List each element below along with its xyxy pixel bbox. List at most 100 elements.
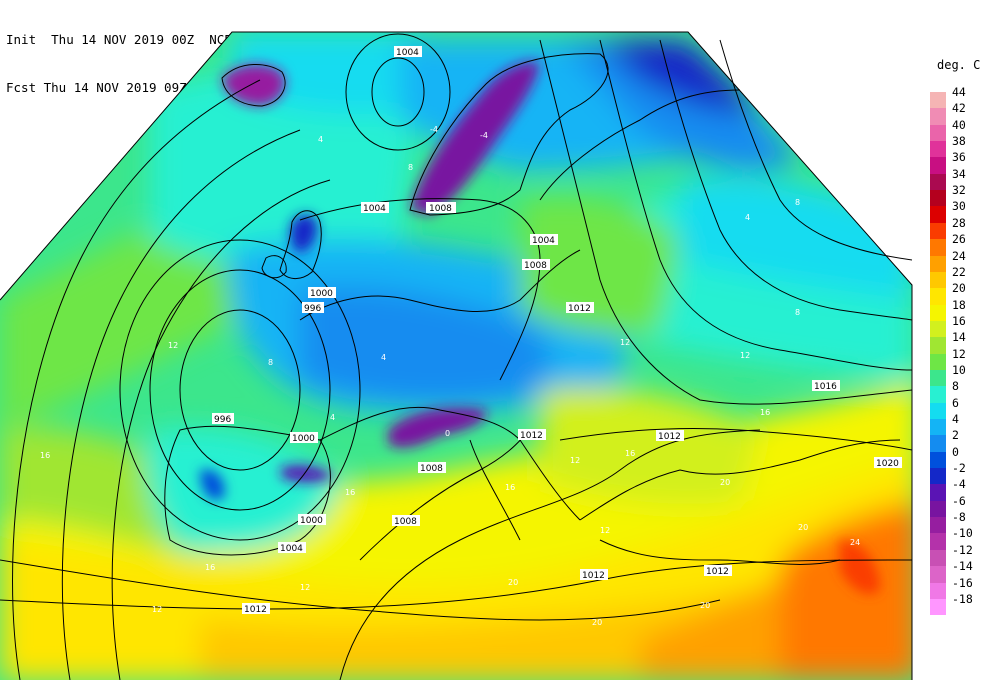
legend-label: -16	[952, 575, 973, 590]
legend-item: -16	[930, 576, 990, 599]
svg-text:1004: 1004	[396, 48, 419, 58]
legend-item: 18	[930, 298, 990, 321]
isobar-label: 1004	[278, 542, 306, 554]
svg-text:1000: 1000	[300, 516, 323, 526]
legend-swatch	[930, 173, 946, 191]
legend-label: 42	[952, 101, 966, 116]
isobar-labels: 1004 1004 1008 1004 1008 1012 1000 996 9…	[212, 46, 902, 615]
legend-label: 2	[952, 428, 959, 443]
isobar-label: 1012	[242, 603, 270, 615]
legend-item: 12	[930, 347, 990, 370]
legend-swatch	[930, 598, 946, 616]
temperature-label: 16	[205, 563, 215, 572]
temperature-label: 24	[850, 538, 860, 547]
isobar-label: 1012	[704, 565, 732, 577]
temperature-label: -4	[430, 125, 438, 134]
svg-text:1008: 1008	[429, 204, 452, 214]
svg-text:1004: 1004	[363, 204, 386, 214]
legend-label: 0	[952, 444, 959, 459]
temperature-label: 8	[408, 163, 413, 172]
temperature-label: 12	[168, 341, 178, 350]
temperature-labels: 4 8 12 16 20 -4 4 8 12 16 -4 0 4 8 12 16…	[40, 125, 860, 627]
svg-text:1012: 1012	[520, 431, 543, 441]
temperature-label: 8	[268, 358, 273, 367]
legend-swatch	[930, 549, 946, 567]
temperature-label: 8	[795, 198, 800, 207]
legend-item: 36	[930, 150, 990, 174]
svg-text:1004: 1004	[532, 236, 555, 246]
svg-text:1012: 1012	[244, 605, 267, 615]
legend-item: 20	[930, 281, 990, 305]
legend-swatch	[930, 337, 946, 354]
legend-item: 0	[930, 445, 990, 469]
legend-label: 44	[952, 85, 966, 99]
temperature-label: 20	[700, 601, 710, 610]
legend-item: 14	[930, 330, 990, 354]
legend-item: -8	[930, 510, 990, 534]
legend-swatch	[930, 386, 946, 403]
legend-swatch	[930, 402, 946, 420]
legend-item: 34	[930, 167, 990, 191]
svg-text:1016: 1016	[814, 382, 837, 392]
temperature-label: 4	[330, 413, 335, 422]
legend-label: 24	[952, 248, 966, 263]
legend-label: -14	[952, 559, 973, 574]
legend-label: 12	[952, 346, 966, 361]
legend-swatch	[930, 141, 946, 158]
legend-swatch	[930, 255, 946, 272]
legend-swatch	[930, 582, 946, 599]
temperature-label: 20	[508, 578, 518, 587]
legend-swatch	[930, 288, 946, 305]
isobar-label: 1012	[656, 430, 684, 442]
svg-text:1020: 1020	[876, 459, 899, 469]
isobar-label: 1004	[530, 234, 558, 246]
legend-label: 32	[952, 183, 966, 198]
temperature-label: 8	[795, 308, 800, 317]
legend-label: -6	[952, 493, 966, 508]
legend-label: 22	[952, 264, 966, 279]
legend-label: -2	[952, 461, 966, 476]
temperature-label: 12	[152, 605, 162, 614]
legend-swatch	[930, 468, 946, 485]
legend-label: -10	[952, 526, 973, 541]
legend-item: -6	[930, 494, 990, 518]
legend-item: 10	[930, 363, 990, 387]
legend-swatch	[930, 419, 946, 436]
svg-text:1008: 1008	[394, 517, 417, 527]
legend-label: 16	[952, 313, 966, 328]
legend-swatch	[930, 320, 946, 338]
legend-swatch	[930, 92, 946, 109]
legend-swatch	[930, 108, 946, 125]
legend-item: -12	[930, 543, 990, 567]
legend-label: 34	[952, 166, 966, 181]
map-boundary	[0, 31, 913, 680]
legend-item: 6	[930, 396, 990, 420]
legend-label: 28	[952, 215, 966, 230]
temperature-label: 20	[720, 478, 730, 487]
temperature-label: 12	[570, 456, 580, 465]
legend-swatch	[930, 353, 946, 370]
svg-text:1004: 1004	[280, 544, 303, 554]
temperature-label: 0	[445, 429, 450, 438]
legend-item: 30	[930, 199, 990, 223]
svg-text:996: 996	[304, 304, 321, 314]
isobar-label: 1008	[392, 515, 420, 527]
legend-label: 36	[952, 150, 966, 165]
isobar-label: 1012	[518, 429, 546, 441]
isobar-label: 996	[302, 302, 324, 314]
legend-label: -8	[952, 510, 966, 525]
isobar-label: 1012	[566, 302, 594, 314]
temperature-label: 16	[760, 408, 770, 417]
legend-item: 24	[930, 249, 990, 272]
isobars	[0, 33, 913, 680]
legend-label: 8	[952, 379, 959, 394]
legend-swatch	[930, 271, 946, 289]
legend-label: 6	[952, 395, 959, 410]
svg-text:996: 996	[214, 415, 231, 425]
legend-label: 38	[952, 134, 966, 149]
legend-item: -4	[930, 477, 990, 501]
legend-label: -18	[952, 591, 973, 606]
legend-label: -4	[952, 477, 966, 492]
temperature-label: 4	[381, 353, 386, 362]
legend-item: -18	[930, 592, 990, 616]
